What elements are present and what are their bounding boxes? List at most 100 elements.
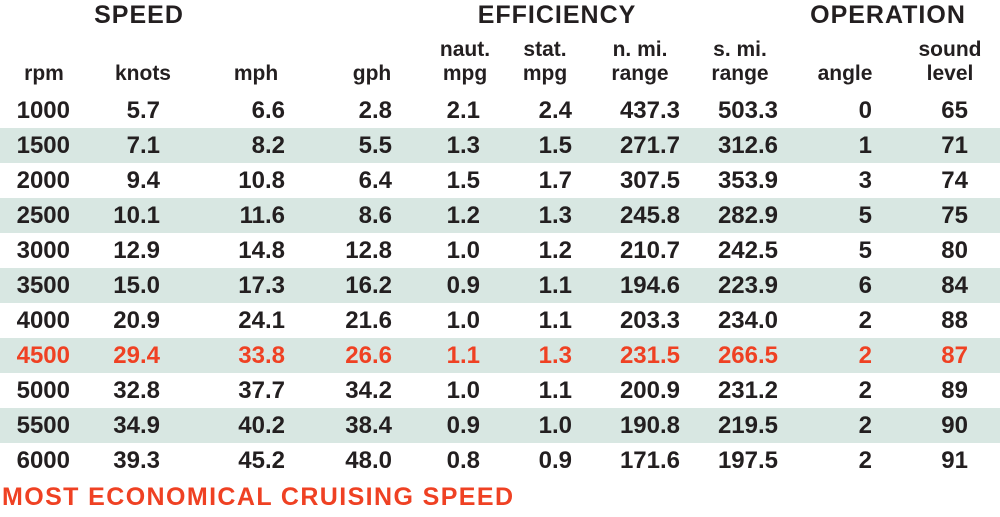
cell-gph: 48.0 (345, 447, 392, 474)
cell-s-mi-range: 223.9 (690, 268, 790, 303)
cell-angle: 2 (858, 307, 872, 334)
cell-n-mi-range: 271.7 (590, 128, 690, 163)
cell-angle: 0 (858, 97, 872, 124)
cell-angle: 6 (790, 268, 900, 303)
table-row: 4000 20.9 24.1 21.6 1.0 1.1 203.3 234.0 2 88 (0, 303, 1000, 338)
cell-gph: 5.5 (314, 128, 430, 163)
table-row: 2000 9.4 10.8 6.4 1.5 1.7 307.5 353.9 3 74 (0, 163, 1000, 198)
cell-knots: 10.1 (88, 198, 198, 233)
cell-gph: 6.4 (358, 167, 392, 194)
cell-angle: 2 (790, 338, 900, 373)
cell-naut-mpg: 1.5 (446, 167, 480, 194)
cell-rpm: 3500 (0, 268, 88, 303)
cell-angle: 2 (858, 377, 872, 404)
cell-knots: 34.9 (88, 408, 198, 443)
cell-sound-level: 71 (900, 128, 1000, 163)
cell-naut-mpg: 1.1 (430, 338, 500, 373)
table-body: 1000 5.7 6.6 2.8 2.1 2.4 437.3 503.3 0 65 1500 7.1 8… (0, 93, 1000, 478)
group-header-band: SPEED EFFICIENCY OPERATION (0, 0, 1000, 30)
col-header-naut-mpg: naut. mpg (439, 38, 491, 85)
cell-s-mi-range: 242.5 (717, 237, 778, 264)
cell-naut-mpg: 0.8 (446, 447, 480, 474)
cell-stat-mpg: 1.7 (538, 167, 572, 194)
cell-n-mi-range: 200.9 (619, 377, 680, 404)
group-header-efficiency: EFFICIENCY (477, 1, 637, 29)
cell-stat-mpg: 1.3 (500, 338, 590, 373)
cell-sound-level: 65 (941, 97, 968, 124)
cell-knots: 5.7 (126, 97, 160, 124)
group-header-speed: SPEED (94, 1, 184, 29)
cell-rpm: 5000 (16, 377, 70, 404)
cell-sound-level: 84 (900, 268, 1000, 303)
cell-stat-mpg: 1.0 (500, 408, 590, 443)
cell-gph: 2.8 (358, 97, 392, 124)
cell-naut-mpg: 0.9 (430, 268, 500, 303)
cell-knots: 15.0 (88, 268, 198, 303)
col-header-rpm: rpm (24, 62, 64, 85)
col-header-n-mi-range: n. mi. range (611, 38, 669, 85)
cell-knots: 29.4 (88, 338, 198, 373)
column-header-row: rpm knots mph gph naut. mpg stat. mpg n. mi. r… (0, 30, 1000, 93)
cell-n-mi-range: 307.5 (619, 167, 680, 194)
table-row: 1000 5.7 6.6 2.8 2.1 2.4 437.3 503.3 0 65 (0, 93, 1000, 128)
cell-n-mi-range: 231.5 (590, 338, 690, 373)
cell-angle: 3 (858, 167, 872, 194)
cell-s-mi-range: 282.9 (690, 198, 790, 233)
cell-stat-mpg: 1.2 (538, 237, 572, 264)
cell-stat-mpg: 1.1 (500, 268, 590, 303)
cell-angle: 2 (790, 408, 900, 443)
cell-rpm: 6000 (16, 447, 70, 474)
cell-n-mi-range: 171.6 (619, 447, 680, 474)
cell-mph: 37.7 (238, 377, 285, 404)
cell-n-mi-range: 245.8 (590, 198, 690, 233)
col-header-sound-level: sound level (918, 38, 982, 85)
table-row: 2500 10.1 11.6 8.6 1.2 1.3 245.8 282.9 5 75 (0, 198, 1000, 233)
table-header: rpm knots mph gph naut. mpg stat. mpg n. mi. r… (0, 30, 1000, 93)
cell-angle: 2 (858, 447, 872, 474)
cell-sound-level: 89 (941, 377, 968, 404)
cell-sound-level: 87 (900, 338, 1000, 373)
cell-knots: 39.3 (113, 447, 160, 474)
table-row: 3500 15.0 17.3 16.2 0.9 1.1 194.6 223.9 6 84 (0, 268, 1000, 303)
cell-sound-level: 90 (900, 408, 1000, 443)
cell-mph: 8.2 (198, 128, 314, 163)
cell-rpm: 3000 (16, 237, 70, 264)
cell-gph: 8.6 (314, 198, 430, 233)
cell-mph: 40.2 (198, 408, 314, 443)
cell-rpm: 5500 (0, 408, 88, 443)
cell-knots: 9.4 (126, 167, 160, 194)
col-header-mph: mph (233, 62, 279, 85)
col-header-s-mi-range: s. mi. range (711, 38, 769, 85)
cell-s-mi-range: 219.5 (690, 408, 790, 443)
cell-mph: 24.1 (238, 307, 285, 334)
cell-mph: 11.6 (198, 198, 314, 233)
cell-stat-mpg: 1.1 (538, 307, 572, 334)
cell-gph: 26.6 (314, 338, 430, 373)
cell-s-mi-range: 234.0 (717, 307, 778, 334)
cell-s-mi-range: 266.5 (690, 338, 790, 373)
cell-stat-mpg: 0.9 (538, 447, 572, 474)
cell-naut-mpg: 0.9 (430, 408, 500, 443)
cell-naut-mpg: 1.2 (430, 198, 500, 233)
table-row: 5000 32.8 37.7 34.2 1.0 1.1 200.9 231.2 2 89 (0, 373, 1000, 408)
col-header-angle: angle (817, 62, 873, 85)
cell-naut-mpg: 1.3 (430, 128, 500, 163)
cell-stat-mpg: 1.5 (500, 128, 590, 163)
table-row: 6000 39.3 45.2 48.0 0.8 0.9 171.6 197.5 2 91 (0, 443, 1000, 478)
cell-n-mi-range: 190.8 (590, 408, 690, 443)
cell-s-mi-range: 353.9 (717, 167, 778, 194)
cell-naut-mpg: 1.0 (446, 237, 480, 264)
cell-mph: 6.6 (251, 97, 285, 124)
cell-knots: 32.8 (113, 377, 160, 404)
cell-s-mi-range: 197.5 (717, 447, 778, 474)
table-row: 5500 34.9 40.2 38.4 0.9 1.0 190.8 219.5 2 90 (0, 408, 1000, 443)
cell-gph: 12.8 (345, 237, 392, 264)
cell-rpm: 4500 (0, 338, 88, 373)
cell-angle: 5 (858, 237, 872, 264)
cell-stat-mpg: 1.3 (500, 198, 590, 233)
cell-gph: 38.4 (314, 408, 430, 443)
cell-n-mi-range: 203.3 (619, 307, 680, 334)
cell-naut-mpg: 2.1 (446, 97, 480, 124)
cell-n-mi-range: 210.7 (619, 237, 680, 264)
